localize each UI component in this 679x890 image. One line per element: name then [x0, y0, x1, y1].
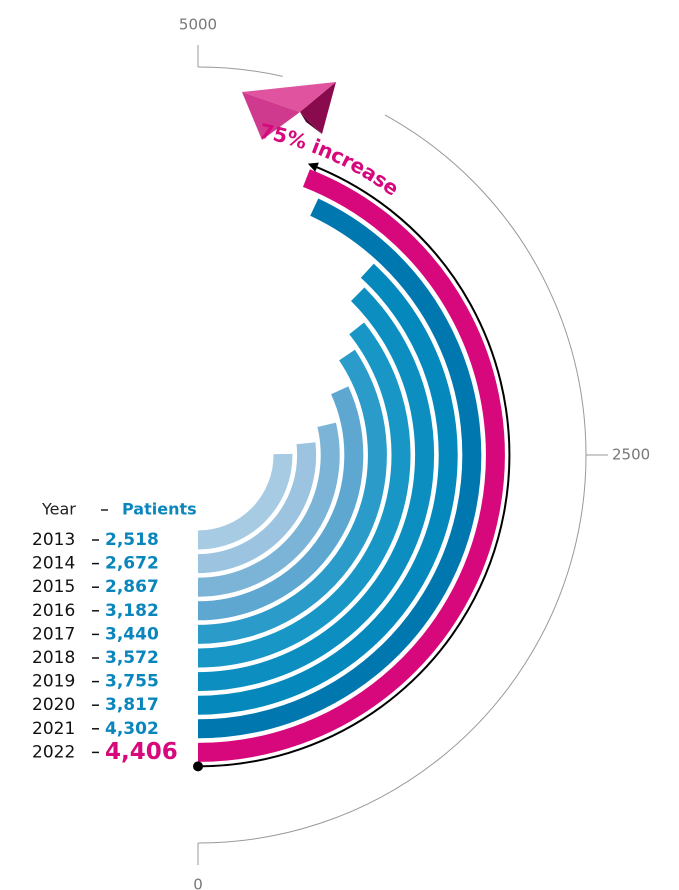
bar [197, 386, 364, 621]
category-label: 2016 [32, 601, 75, 621]
arrow-start [193, 761, 203, 772]
category-label: 2017 [32, 624, 75, 644]
bar [197, 422, 340, 597]
category-label: 2014 [32, 554, 75, 574]
bar [197, 442, 317, 574]
tick-label: 0 [193, 876, 203, 890]
value-label: 4,406 [105, 739, 178, 765]
value-label: 2,518 [105, 530, 159, 550]
tick-label: 5000 [179, 16, 217, 34]
category-label: 2019 [32, 672, 75, 692]
value-label: 4,302 [105, 719, 159, 739]
bar [197, 349, 387, 644]
bar [197, 263, 458, 715]
plot: 0 2500 5000 2013 2,518 2014 2,672 2015 2,867 2016… [32, 16, 650, 890]
value-label: 3,182 [105, 601, 159, 621]
paper-plane [242, 82, 336, 140]
category-label: 2018 [32, 648, 75, 668]
value-label: 3,755 [105, 672, 159, 692]
value-label: 3,440 [105, 624, 159, 644]
scale-arc [197, 114, 587, 844]
scale-arc [197, 66, 283, 77]
value-label: 3,817 [105, 695, 159, 715]
category-header: Year [41, 500, 76, 519]
bar [197, 198, 482, 739]
bar [197, 169, 505, 762]
tick-label: 2500 [612, 446, 650, 464]
category-label: 2013 [32, 530, 75, 550]
category-label: 2015 [32, 577, 75, 597]
value-label: 3,572 [105, 648, 159, 668]
value-header: Patients [122, 500, 197, 519]
bar [197, 322, 411, 668]
bar [197, 453, 293, 550]
category-label: 2021 [32, 719, 75, 739]
bar [197, 287, 435, 692]
category-label: 2020 [32, 695, 75, 715]
growth-arrow [197, 162, 511, 768]
value-label: 2,867 [105, 577, 159, 597]
category-label: 2022 [32, 742, 75, 762]
value-label: 2,672 [105, 554, 159, 574]
